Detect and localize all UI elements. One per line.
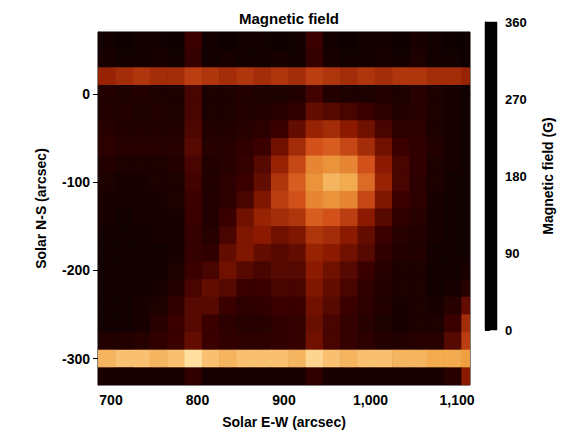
svg-text:1,000: 1,000 [353, 392, 388, 408]
svg-text:900: 900 [272, 392, 296, 408]
svg-text:700: 700 [99, 392, 123, 408]
svg-text:1,100: 1,100 [439, 392, 474, 408]
svg-text:-300: -300 [62, 351, 90, 367]
svg-text:Magnetic field: Magnetic field [239, 10, 339, 27]
svg-text:-200: -200 [62, 262, 90, 278]
svg-text:Solar E-W (arcsec): Solar E-W (arcsec) [222, 414, 346, 430]
svg-text:0: 0 [82, 86, 90, 102]
svg-text:180: 180 [505, 169, 527, 184]
svg-text:800: 800 [186, 392, 210, 408]
svg-text:270: 270 [505, 92, 527, 107]
svg-text:360: 360 [505, 15, 527, 30]
svg-text:-100: -100 [62, 174, 90, 190]
svg-text:90: 90 [505, 246, 519, 261]
svg-text:Magnetic field (G): Magnetic field (G) [540, 117, 556, 234]
svg-text:0: 0 [505, 323, 512, 338]
svg-text:Solar N-S (arcsec): Solar N-S (arcsec) [33, 148, 49, 269]
